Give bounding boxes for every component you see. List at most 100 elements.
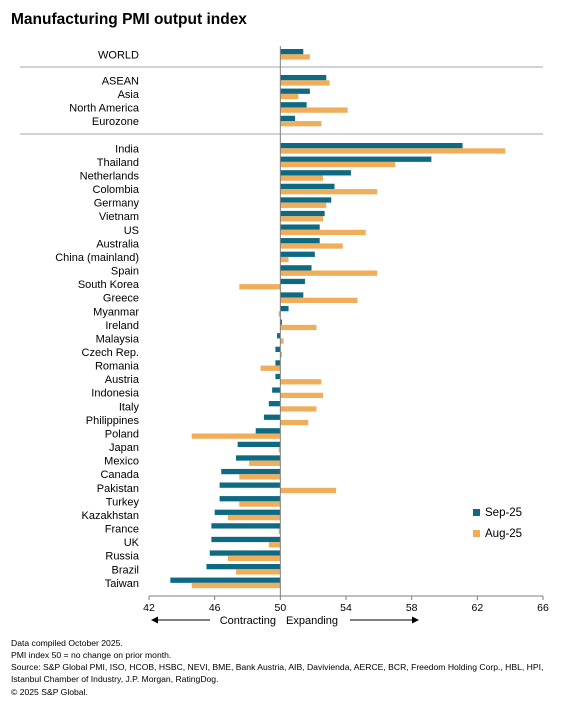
bar-sep-25-poland bbox=[255, 428, 281, 434]
bar-sep-25-turkey bbox=[219, 496, 281, 502]
footer-source: Source: S&P Global PMI, ISO, HCOB, HSBC,… bbox=[11, 662, 544, 684]
bar-aug-25-asia bbox=[280, 93, 299, 100]
bar-sep-25-malaysia bbox=[277, 333, 281, 339]
bar-aug-25-netherlands bbox=[280, 175, 324, 181]
bar-sep-25-japan bbox=[237, 441, 281, 448]
bar-aug-25-pakistan bbox=[280, 487, 337, 494]
bar-aug-25-romania bbox=[260, 365, 281, 371]
category-label: Australia bbox=[96, 238, 140, 250]
x-tick-label: 50 bbox=[274, 602, 286, 614]
category-label: Germany bbox=[94, 198, 140, 210]
bar-aug-25-ireland bbox=[280, 324, 317, 331]
category-label: Russia bbox=[105, 551, 140, 563]
bar-aug-25-canada bbox=[239, 474, 281, 480]
bar-sep-25-australia bbox=[280, 238, 320, 244]
category-label: Malaysia bbox=[96, 333, 140, 345]
footer-compiled: Data compiled October 2025. bbox=[11, 638, 123, 648]
bar-sep-25-brazil bbox=[206, 563, 281, 570]
footer-note: PMI index 50 = no change on prior month. bbox=[11, 650, 172, 660]
category-label: Vietnam bbox=[99, 211, 139, 223]
category-label: Italy bbox=[119, 401, 140, 413]
bar-aug-25-india bbox=[280, 148, 506, 154]
legend-swatch-sep-25 bbox=[473, 509, 480, 516]
bar-sep-25-mexico bbox=[236, 455, 281, 461]
legend: Sep-25 Aug-25 bbox=[473, 507, 522, 540]
bar-sep-25-philippines bbox=[263, 414, 281, 420]
bar-sep-25-germany bbox=[280, 197, 332, 203]
category-label: Japan bbox=[109, 442, 139, 454]
bar-aug-25-kazakhstan bbox=[227, 514, 281, 521]
chart-title: Manufacturing PMI output index bbox=[11, 11, 247, 28]
bar-aug-25-indonesia bbox=[280, 392, 324, 399]
bar-aug-25-myanmar bbox=[278, 311, 281, 317]
bar-sep-25-spain bbox=[280, 265, 312, 271]
bar-sep-25-asia bbox=[280, 88, 310, 94]
category-label: Canada bbox=[100, 469, 139, 481]
category-label: ASEAN bbox=[102, 75, 139, 87]
bar-aug-25-russia bbox=[227, 555, 281, 561]
category-label: Pakistan bbox=[97, 483, 139, 495]
x-tick-label: 66 bbox=[537, 602, 549, 614]
group-dividers bbox=[20, 66, 543, 135]
bar-aug-25-taiwan bbox=[191, 582, 281, 589]
bar-sep-25-italy bbox=[268, 401, 281, 407]
x-tick-label: 54 bbox=[340, 602, 352, 614]
bar-sep-25-netherlands bbox=[280, 170, 351, 176]
category-label: Turkey bbox=[106, 496, 140, 508]
category-label: Taiwan bbox=[105, 578, 139, 590]
bar-sep-25-myanmar bbox=[280, 305, 289, 312]
bar-aug-25-south-korea bbox=[239, 284, 281, 290]
category-label: Kazakhstan bbox=[82, 510, 139, 522]
bar-aug-25-vietnam bbox=[280, 216, 324, 222]
bar-sep-25-asean bbox=[280, 75, 327, 81]
bar-sep-25-indonesia bbox=[272, 387, 281, 393]
category-label: Greece bbox=[103, 293, 139, 305]
bar-sep-25-pakistan bbox=[219, 482, 281, 488]
expanding-label: Expanding bbox=[286, 615, 338, 627]
category-label: Colombia bbox=[93, 184, 140, 196]
category-label: UK bbox=[124, 537, 140, 549]
bar-aug-25-philippines bbox=[280, 419, 309, 426]
bar-aug-25-colombia bbox=[280, 189, 378, 195]
bar-sep-25-romania bbox=[275, 360, 281, 366]
contracting-label: Contracting bbox=[220, 615, 276, 627]
bar-aug-25-italy bbox=[280, 406, 317, 412]
x-axis: 42 46 50 54 58 62 66 bbox=[143, 595, 549, 614]
bar-aug-25-germany bbox=[280, 202, 327, 208]
bar-aug-25-france bbox=[278, 528, 281, 534]
bar-aug-25-spain bbox=[280, 270, 378, 276]
category-label: North America bbox=[69, 102, 140, 114]
category-label: Mexico bbox=[104, 456, 139, 468]
bar-aug-25-north-america bbox=[280, 107, 348, 113]
bar-sep-25-russia bbox=[209, 550, 281, 556]
category-label: Eurozone bbox=[92, 116, 139, 128]
category-label: Indonesia bbox=[91, 388, 140, 400]
category-label: US bbox=[124, 225, 139, 237]
x-tick-label: 62 bbox=[471, 602, 483, 614]
bar-aug-25-japan bbox=[278, 447, 281, 453]
bar-sep-25-austria bbox=[275, 373, 281, 380]
x-tick-label: 46 bbox=[209, 602, 221, 614]
bar-sep-25-india bbox=[280, 143, 463, 149]
bar-sep-25-vietnam bbox=[280, 210, 325, 217]
bar-sep-25-china-mainland- bbox=[280, 251, 315, 257]
bar-sep-25-south-korea bbox=[280, 278, 305, 285]
category-label: Romania bbox=[95, 361, 140, 373]
category-label: Myanmar bbox=[93, 306, 139, 318]
category-label: Czech Rep. bbox=[82, 347, 139, 359]
category-label: Thailand bbox=[97, 157, 139, 169]
bar-sep-25-greece bbox=[280, 292, 304, 298]
legend-swatch-aug-25 bbox=[473, 530, 480, 537]
category-label: WORLD bbox=[98, 49, 139, 61]
arrow-right-head bbox=[412, 616, 419, 624]
bar-sep-25-world bbox=[280, 49, 304, 55]
bar-aug-25-czech-rep- bbox=[280, 352, 282, 358]
bar-aug-25-mexico bbox=[249, 460, 281, 466]
bar-sep-25-czech-rep- bbox=[275, 346, 281, 352]
bar-aug-25-austria bbox=[280, 379, 322, 385]
bar-aug-25-eurozone bbox=[280, 121, 322, 127]
category-label: India bbox=[115, 143, 140, 155]
bar-aug-25-world bbox=[280, 54, 310, 60]
